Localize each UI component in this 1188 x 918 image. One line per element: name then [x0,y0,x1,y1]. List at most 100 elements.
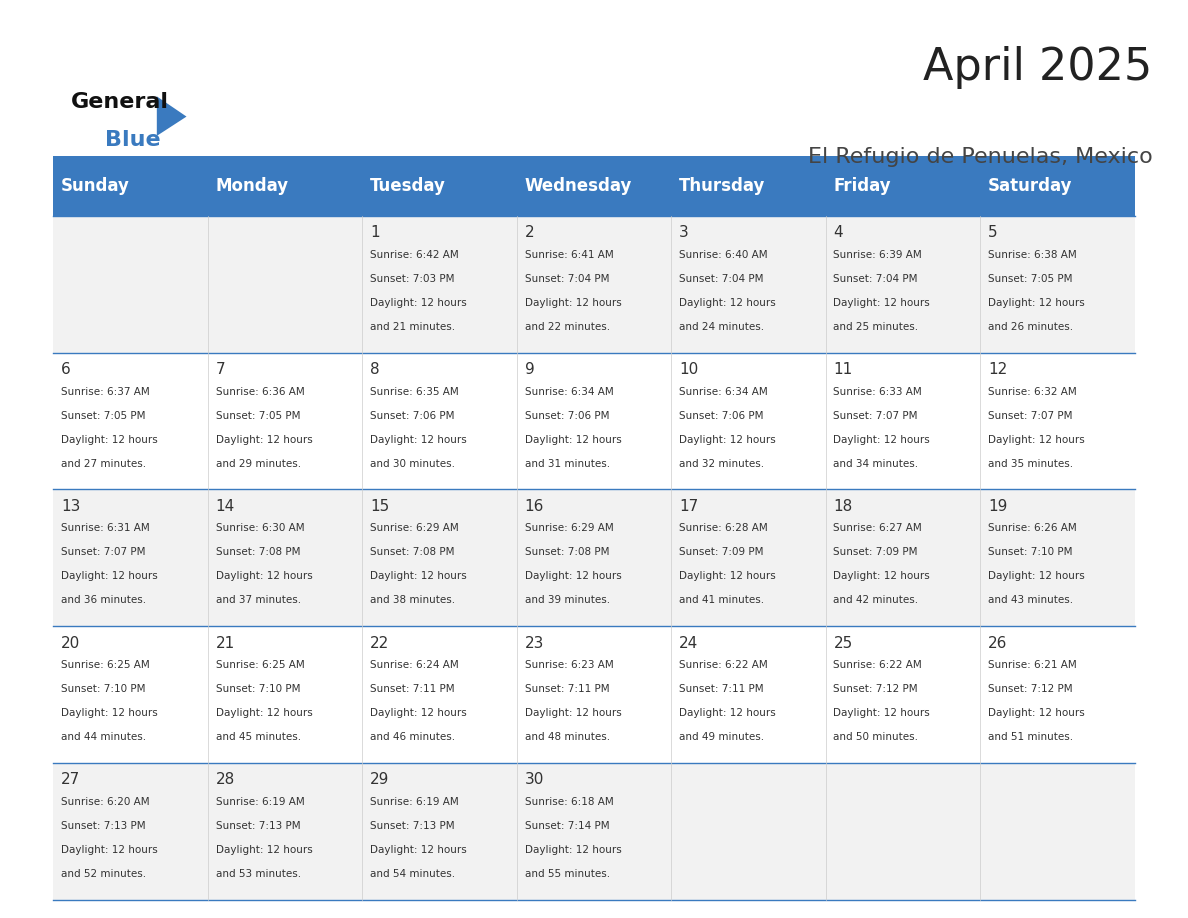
Text: 22: 22 [369,635,390,651]
Text: Monday: Monday [215,177,289,195]
Text: Sunrise: 6:40 AM: Sunrise: 6:40 AM [678,250,767,260]
Text: Sunrise: 6:28 AM: Sunrise: 6:28 AM [678,523,767,533]
Text: Sunset: 7:05 PM: Sunset: 7:05 PM [215,410,301,420]
Text: General: General [71,92,169,112]
Text: 24: 24 [678,635,699,651]
Text: and 36 minutes.: and 36 minutes. [61,595,146,605]
Text: 25: 25 [833,635,853,651]
Text: Daylight: 12 hours: Daylight: 12 hours [61,571,158,581]
Text: Sunrise: 6:29 AM: Sunrise: 6:29 AM [369,523,459,533]
Text: Sunrise: 6:42 AM: Sunrise: 6:42 AM [369,250,459,260]
Text: Sunrise: 6:27 AM: Sunrise: 6:27 AM [833,523,922,533]
Bar [53,216,1135,353]
Text: Sunset: 7:08 PM: Sunset: 7:08 PM [215,547,301,557]
Text: 20: 20 [61,635,81,651]
Text: Daylight: 12 hours: Daylight: 12 hours [215,845,312,855]
Text: Daylight: 12 hours: Daylight: 12 hours [524,845,621,855]
Text: 16: 16 [524,498,544,514]
Bar [362,156,517,216]
Text: Sunset: 7:13 PM: Sunset: 7:13 PM [369,821,455,831]
Text: Sunset: 7:11 PM: Sunset: 7:11 PM [678,684,764,694]
Text: 18: 18 [833,498,853,514]
Text: Sunset: 7:08 PM: Sunset: 7:08 PM [369,547,455,557]
Text: Daylight: 12 hours: Daylight: 12 hours [987,297,1085,308]
Text: Sunset: 7:05 PM: Sunset: 7:05 PM [987,274,1073,284]
Text: Sunset: 7:06 PM: Sunset: 7:06 PM [369,410,455,420]
Text: El Refugio de Penuelas, Mexico: El Refugio de Penuelas, Mexico [808,147,1152,167]
Text: Daylight: 12 hours: Daylight: 12 hours [678,571,776,581]
Text: and 27 minutes.: and 27 minutes. [61,458,146,468]
Text: Daylight: 12 hours: Daylight: 12 hours [369,845,467,855]
Polygon shape [157,96,187,136]
Text: Friday: Friday [833,177,891,195]
Bar [53,489,1135,626]
Text: Daylight: 12 hours: Daylight: 12 hours [215,571,312,581]
Text: Sunrise: 6:25 AM: Sunrise: 6:25 AM [215,660,304,670]
Text: Sunrise: 6:19 AM: Sunrise: 6:19 AM [369,797,459,807]
Text: and 32 minutes.: and 32 minutes. [678,458,764,468]
Text: Sunset: 7:04 PM: Sunset: 7:04 PM [524,274,609,284]
Text: Sunset: 7:05 PM: Sunset: 7:05 PM [61,410,146,420]
Bar [53,353,1135,489]
Text: Daylight: 12 hours: Daylight: 12 hours [369,708,467,718]
Text: and 51 minutes.: and 51 minutes. [987,732,1073,742]
Text: 17: 17 [678,498,699,514]
Text: Daylight: 12 hours: Daylight: 12 hours [524,571,621,581]
Text: and 49 minutes.: and 49 minutes. [678,732,764,742]
Text: and 44 minutes.: and 44 minutes. [61,732,146,742]
Text: Daylight: 12 hours: Daylight: 12 hours [369,571,467,581]
Text: Daylight: 12 hours: Daylight: 12 hours [987,434,1085,444]
Text: Sunrise: 6:31 AM: Sunrise: 6:31 AM [61,523,150,533]
Text: Sunset: 7:11 PM: Sunset: 7:11 PM [524,684,609,694]
Text: Daylight: 12 hours: Daylight: 12 hours [524,434,621,444]
Text: Sunset: 7:06 PM: Sunset: 7:06 PM [524,410,609,420]
Text: Tuesday: Tuesday [369,177,446,195]
Text: 2: 2 [524,225,535,241]
Text: Daylight: 12 hours: Daylight: 12 hours [61,708,158,718]
Text: and 22 minutes.: and 22 minutes. [524,321,609,331]
Bar [826,156,980,216]
Text: and 54 minutes.: and 54 minutes. [369,868,455,879]
Text: 5: 5 [987,225,998,241]
Text: Thursday: Thursday [678,177,765,195]
Text: and 29 minutes.: and 29 minutes. [215,458,301,468]
Text: Sunset: 7:04 PM: Sunset: 7:04 PM [833,274,918,284]
Text: 11: 11 [833,362,853,377]
Text: Sunrise: 6:33 AM: Sunrise: 6:33 AM [833,386,922,397]
Text: Wednesday: Wednesday [524,177,632,195]
Text: Sunrise: 6:30 AM: Sunrise: 6:30 AM [215,523,304,533]
Bar [53,626,1135,763]
Text: and 50 minutes.: and 50 minutes. [833,732,918,742]
Text: Daylight: 12 hours: Daylight: 12 hours [61,434,158,444]
Text: Sunset: 7:07 PM: Sunset: 7:07 PM [987,410,1073,420]
Text: Daylight: 12 hours: Daylight: 12 hours [987,708,1085,718]
Text: and 55 minutes.: and 55 minutes. [524,868,609,879]
Text: Sunset: 7:08 PM: Sunset: 7:08 PM [524,547,609,557]
Text: 28: 28 [215,772,235,788]
Text: and 45 minutes.: and 45 minutes. [215,732,301,742]
Text: 23: 23 [524,635,544,651]
Text: Daylight: 12 hours: Daylight: 12 hours [215,708,312,718]
Text: and 26 minutes.: and 26 minutes. [987,321,1073,331]
Text: Sunset: 7:07 PM: Sunset: 7:07 PM [61,547,146,557]
Text: Daylight: 12 hours: Daylight: 12 hours [833,434,930,444]
Text: 3: 3 [678,225,689,241]
Text: Saturday: Saturday [987,177,1073,195]
Text: Daylight: 12 hours: Daylight: 12 hours [678,434,776,444]
Text: Sunrise: 6:35 AM: Sunrise: 6:35 AM [369,386,459,397]
Text: and 31 minutes.: and 31 minutes. [524,458,609,468]
Text: Sunrise: 6:38 AM: Sunrise: 6:38 AM [987,250,1076,260]
Text: 8: 8 [369,362,380,377]
Text: 13: 13 [61,498,81,514]
Text: Daylight: 12 hours: Daylight: 12 hours [987,571,1085,581]
Text: Sunset: 7:13 PM: Sunset: 7:13 PM [215,821,301,831]
Text: Daylight: 12 hours: Daylight: 12 hours [61,845,158,855]
Text: 9: 9 [524,362,535,377]
Text: 27: 27 [61,772,81,788]
Text: Sunrise: 6:36 AM: Sunrise: 6:36 AM [215,386,304,397]
Text: Daylight: 12 hours: Daylight: 12 hours [369,297,467,308]
Text: 7: 7 [215,362,226,377]
Bar [208,156,362,216]
Text: Sunrise: 6:25 AM: Sunrise: 6:25 AM [61,660,150,670]
Text: Sunrise: 6:23 AM: Sunrise: 6:23 AM [524,660,613,670]
